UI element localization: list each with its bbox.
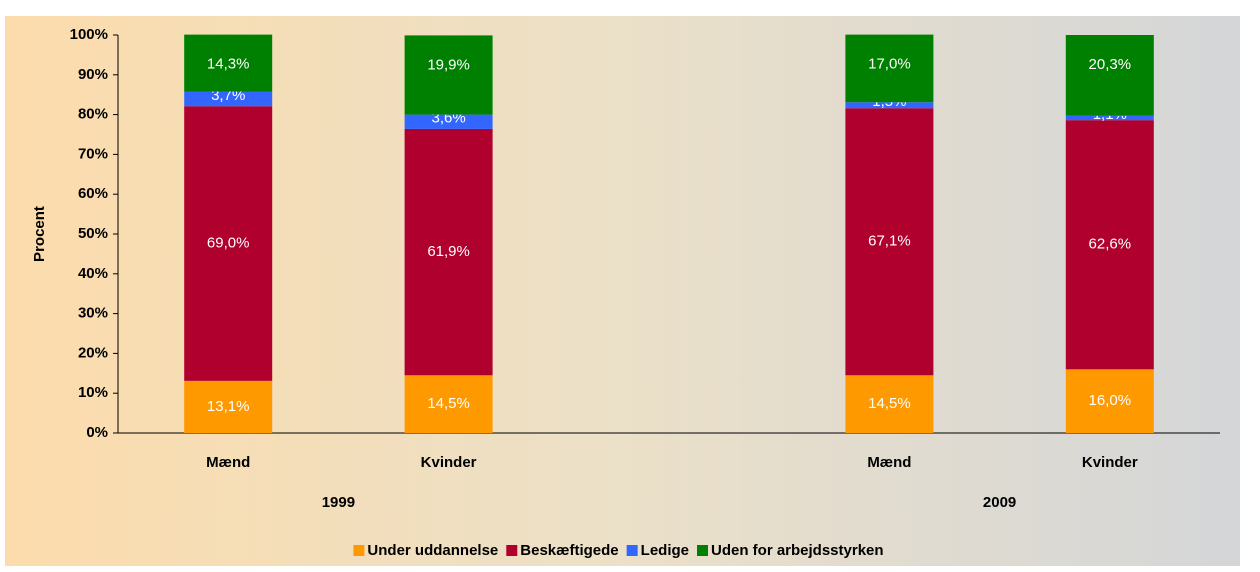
legend-swatch bbox=[626, 545, 638, 556]
bar-segment bbox=[845, 108, 934, 376]
data-label: 14,5% bbox=[868, 395, 911, 412]
data-label: 13,1% bbox=[207, 398, 250, 415]
y-tick-label: 50% bbox=[78, 225, 108, 242]
bar-segment bbox=[1065, 120, 1154, 370]
data-label: 69,0% bbox=[207, 235, 250, 252]
data-label: 14,3% bbox=[207, 56, 250, 73]
bar-segment bbox=[184, 106, 273, 381]
x-tick-label: Kvinder bbox=[421, 454, 477, 471]
legend-label: Uden for arbejdsstyrken bbox=[711, 542, 884, 559]
data-label: 17,0% bbox=[868, 56, 911, 73]
data-label: 62,6% bbox=[1089, 236, 1132, 253]
bar-segment bbox=[184, 91, 273, 107]
bar-segment bbox=[845, 34, 934, 103]
data-label: 67,1% bbox=[868, 233, 911, 250]
data-label: 19,9% bbox=[427, 56, 470, 73]
bar-segment bbox=[845, 102, 934, 109]
legend-swatch bbox=[697, 545, 709, 556]
group-label: 1999 bbox=[322, 494, 355, 511]
y-tick-label: 100% bbox=[70, 26, 108, 43]
data-label: 20,3% bbox=[1089, 56, 1132, 73]
y-tick-label: 90% bbox=[78, 66, 108, 83]
bar-segment bbox=[184, 34, 273, 92]
bar-segment bbox=[404, 114, 493, 129]
legend-label: Beskæftigede bbox=[520, 542, 618, 559]
y-tick-label: 0% bbox=[86, 424, 108, 441]
bar-segment bbox=[1065, 369, 1154, 433]
bar-segment bbox=[404, 375, 493, 433]
x-tick-label: Mænd bbox=[206, 454, 250, 471]
data-label: 14,5% bbox=[427, 395, 470, 412]
legend-swatch bbox=[353, 545, 365, 556]
x-tick-label: Kvinder bbox=[1082, 454, 1138, 471]
data-label: 16,0% bbox=[1089, 392, 1132, 409]
bar-segment bbox=[404, 35, 493, 115]
y-tick-label: 40% bbox=[78, 265, 108, 282]
data-label: 61,9% bbox=[427, 243, 470, 260]
bar-segment bbox=[1065, 35, 1154, 116]
y-axis-label: Procent bbox=[31, 206, 48, 262]
y-tick-label: 10% bbox=[78, 384, 108, 401]
bar-segment bbox=[845, 375, 934, 433]
bar-segment bbox=[1065, 115, 1154, 121]
group-label: 2009 bbox=[983, 494, 1016, 511]
legend-label: Under uddannelse bbox=[367, 542, 498, 559]
legend-label: Ledige bbox=[641, 542, 689, 559]
y-tick-label: 60% bbox=[78, 185, 108, 202]
y-tick-label: 20% bbox=[78, 344, 108, 361]
y-tick-label: 30% bbox=[78, 305, 108, 322]
legend-swatch bbox=[506, 545, 518, 556]
bar-segment bbox=[184, 380, 273, 433]
y-tick-label: 70% bbox=[78, 145, 108, 162]
y-tick-label: 80% bbox=[78, 106, 108, 123]
bar-segment bbox=[404, 128, 493, 376]
x-tick-label: Mænd bbox=[867, 454, 911, 471]
